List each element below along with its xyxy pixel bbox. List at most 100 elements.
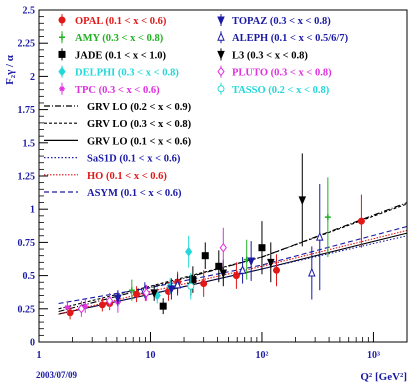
data-point	[316, 231, 324, 241]
y-tick-label: 0	[30, 338, 35, 349]
legend-entry: TASSO (0.2 < x < 0.8)	[217, 82, 330, 96]
legend-label: GRV LO (0.3 < x < 0.8)	[87, 119, 192, 130]
data-point	[247, 257, 255, 267]
legend-entry: JADE (0.1 < x < 1.0)	[58, 48, 167, 61]
y-tick-label: 2.25	[18, 39, 36, 50]
x-tick-label: 1	[37, 350, 42, 361]
legend-marker	[217, 85, 225, 93]
legend-line-entry: GRV LO (0.3 < x < 0.8)	[44, 119, 192, 130]
data-point	[98, 301, 106, 309]
axes: 0 0.25 0.5 0.75 1 1.25 1.5 1.75 2 2.25 2.5 1 10 10² 10…	[18, 6, 408, 361]
legend-label: TASSO (0.2 < x < 0.8)	[232, 85, 330, 96]
legend-entry: DELPHI (0.3 < x < 0.8)	[58, 65, 179, 79]
data-point	[82, 303, 89, 310]
legend-label: ASYM (0.1 < x < 0.6)	[87, 188, 182, 199]
legend-entry: TOPAZ (0.3 < x < 0.8)	[217, 14, 331, 27]
data-point	[77, 303, 86, 314]
data-point	[215, 262, 223, 270]
data-point	[232, 272, 240, 280]
legend-entry: PLUTO (0.3 < x < 0.8)	[217, 65, 332, 79]
data-point	[258, 244, 266, 252]
x-tick-label: 10³	[367, 350, 380, 361]
legend-entry: TPC (0.3 < x < 0.6)	[59, 82, 160, 96]
legend-label: DELPHI (0.3 < x < 0.8)	[75, 68, 179, 79]
data-points	[64, 153, 365, 320]
data-point	[187, 282, 195, 290]
x-tick-label: 10	[145, 350, 155, 361]
curve-grv_03_08	[58, 203, 408, 310]
legend-label: HO (0.1 < x < 0.6)	[87, 171, 167, 182]
legend-label: GRV LO (0.2 < x < 0.9)	[87, 102, 192, 113]
legend: OPAL (0.1 < x < 0.6) AMY (0.3 < x < 0.8) J…	[44, 14, 349, 199]
series-l3	[150, 153, 307, 301]
legend-label: SaS1D (0.1 < x < 0.6)	[87, 154, 181, 165]
data-point	[219, 269, 228, 279]
date-stamp: 2003/07/09	[36, 370, 78, 380]
legend-marker	[59, 34, 65, 41]
legend-marker	[217, 16, 225, 26]
data-point	[298, 196, 307, 206]
series-jade	[159, 221, 266, 315]
legend-line-entry: ASYM (0.1 < x < 0.6)	[44, 188, 182, 199]
data-point	[114, 294, 122, 304]
data-point	[267, 258, 275, 268]
theory-curves	[58, 202, 408, 315]
data-point	[66, 309, 74, 317]
series-delphi	[153, 235, 193, 304]
legend-label: TOPAZ (0.3 < x < 0.8)	[232, 16, 331, 27]
data-point	[128, 287, 135, 294]
series-tasso	[187, 272, 195, 300]
data-point	[219, 242, 227, 253]
y-tick-label: 0.5	[23, 271, 36, 282]
data-point	[105, 295, 114, 306]
data-point	[201, 252, 209, 260]
legend-marker	[58, 66, 66, 77]
legend-line-entry: GRV LO (0.1 < x < 0.6)	[44, 136, 192, 147]
legend-entry: OPAL (0.1 < x < 0.6)	[58, 14, 167, 27]
legend-line-entry: GRV LO (0.2 < x < 0.9)	[44, 102, 192, 113]
y-tick-label: 1.75	[18, 105, 36, 116]
y-tick-label: 2.5	[23, 6, 36, 17]
data-point	[357, 217, 365, 225]
series-topaz	[114, 241, 255, 307]
legend-marker	[59, 85, 65, 92]
data-point	[142, 288, 151, 298]
legend-marker	[58, 16, 66, 24]
data-point	[272, 266, 280, 274]
data-point	[167, 285, 176, 295]
y-axis-title: F₂γ / α	[4, 54, 16, 85]
legend-marker	[58, 50, 66, 58]
data-point	[150, 289, 158, 299]
legend-label: L3 (0.3 < x < 0.8)	[232, 50, 308, 61]
curve-asym	[58, 225, 408, 305]
y-tick-label: 0.25	[18, 304, 36, 315]
series-pluto	[77, 227, 227, 317]
legend-entry: L3 (0.3 < x < 0.8)	[217, 48, 308, 61]
y-tick-label: 2	[30, 72, 35, 83]
legend-marker	[217, 66, 225, 77]
x-axis-title: Q² [GeV²]	[360, 371, 407, 383]
legend-entry: ALEPH (0.1 < x < 0.5/6/7)	[217, 31, 349, 44]
y-tick-label: 1.5	[23, 138, 36, 149]
y-tick-label: 1.25	[18, 172, 36, 183]
curve-grv_02_09	[58, 202, 408, 313]
data-point	[159, 302, 167, 310]
legend-label: AMY (0.3 < x < 0.8)	[75, 33, 164, 44]
data-point	[133, 290, 141, 298]
legend-label: ALEPH (0.1 < x < 0.5/6/7)	[232, 33, 349, 44]
legend-marker	[217, 50, 225, 60]
x-tick-label: 10²	[255, 350, 268, 361]
data-point	[185, 246, 193, 257]
legend-label: GRV LO (0.1 < x < 0.6)	[87, 136, 192, 147]
data-point	[238, 265, 247, 274]
y-tick-label: 0.75	[18, 238, 36, 249]
data-point	[64, 304, 71, 311]
legend-line-entry: SaS1D (0.1 < x < 0.6)	[44, 154, 181, 165]
legend-label: JADE (0.1 < x < 1.0)	[75, 50, 167, 61]
data-point	[173, 279, 182, 289]
data-point	[324, 214, 331, 221]
data-point	[200, 280, 208, 288]
legend-label: TPC (0.3 < x < 0.6)	[75, 85, 160, 96]
y-tick-label: 1	[30, 205, 35, 216]
